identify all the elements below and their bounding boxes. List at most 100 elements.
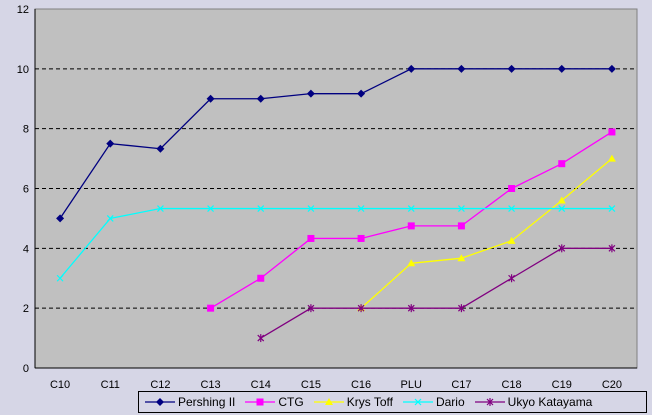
series-dario [56, 205, 616, 282]
x-tick-label: C13 [200, 379, 220, 390]
legend-swatch [313, 398, 344, 405]
y-tick-label: 10 [17, 64, 29, 76]
data-point [608, 244, 616, 253]
data-point [457, 205, 465, 212]
data-point [407, 222, 415, 230]
legend-marker [324, 398, 333, 405]
data-point [256, 94, 265, 103]
data-point [407, 64, 416, 73]
legend-swatch [474, 398, 505, 406]
series-ctg [207, 128, 616, 312]
data-point [507, 64, 516, 73]
x-tick-label: C19 [552, 379, 572, 390]
plot-area: 0 2 4 6 8 10 12 C10 C11 C12 C13 C14 C15 C16 PLU C17 C18 C… [17, 4, 638, 390]
series-krys-toff [357, 154, 616, 312]
data-point [457, 304, 465, 313]
marker-stroke [414, 398, 422, 406]
data-point [307, 234, 315, 242]
data-point [457, 254, 466, 262]
data-point [207, 304, 215, 312]
data-point [558, 244, 566, 253]
marker-stroke [407, 205, 415, 212]
x-tick-label: C16 [351, 379, 371, 390]
legend-marker [156, 398, 164, 406]
data-point [357, 205, 365, 212]
legend-item: Ukyo Katayama [474, 395, 593, 409]
legend-marker [414, 398, 422, 406]
data-point [106, 139, 115, 148]
data-point [307, 304, 315, 313]
data-point [156, 144, 165, 153]
marker-stroke [56, 274, 64, 282]
legend-item: CTG [245, 395, 304, 409]
data-point [407, 259, 416, 267]
series-line [59, 207, 612, 279]
x-tick-label: C17 [451, 379, 471, 390]
data-point [357, 304, 365, 313]
data-point [558, 205, 566, 212]
y-tick-label: 2 [23, 303, 29, 315]
data-point [257, 334, 265, 343]
y-tick-label: 0 [23, 363, 29, 375]
legend-swatch [402, 398, 433, 406]
data-point [357, 234, 365, 242]
data-point [56, 214, 65, 223]
data-point [207, 205, 215, 212]
data-point [407, 205, 415, 212]
data-point [457, 64, 466, 73]
legend-label: Ukyo Katayama [507, 395, 593, 409]
data-point [156, 205, 164, 212]
data-point [607, 64, 616, 73]
series-line [360, 158, 613, 309]
data-point [558, 160, 566, 168]
marker-stroke [106, 214, 114, 222]
data-point [608, 128, 616, 136]
x-tick-label: PLU [401, 379, 422, 390]
data-point [507, 236, 516, 244]
data-point [357, 89, 366, 98]
marker-stroke [608, 205, 616, 212]
data-point [508, 205, 516, 212]
marker-stroke [307, 205, 315, 212]
data-point [56, 274, 64, 282]
legend-label: CTG [278, 395, 304, 409]
marker-stroke [207, 205, 215, 212]
data-point [307, 205, 315, 212]
legend-label: Pershing II [178, 395, 236, 409]
x-tick-label: C20 [602, 379, 622, 390]
series-ukyo-katayama [257, 244, 616, 343]
marker-stroke [156, 205, 164, 212]
marker-stroke [257, 205, 265, 212]
x-tick-label: C12 [150, 379, 170, 390]
data-point [607, 154, 616, 162]
x-tick-label: C14 [251, 379, 271, 390]
legend-item: Krys Toff [313, 395, 393, 409]
data-point [206, 94, 215, 103]
data-point [557, 64, 566, 73]
data-point [608, 205, 616, 212]
series-line [59, 68, 612, 219]
y-tick-label: 8 [23, 124, 29, 136]
legend: Pershing II CTG Krys Toff Dario Ukyo Katayam… [138, 391, 647, 413]
legend-item: Dario [402, 395, 465, 409]
marker-stroke [508, 205, 516, 212]
legend-item: Pershing II [145, 395, 235, 409]
legend-label: Dario [435, 395, 465, 409]
data-point [457, 222, 465, 230]
data-point [407, 304, 415, 313]
legend-label: Krys Toff [346, 395, 393, 409]
series-pershing-ii [56, 64, 616, 223]
data-point [257, 205, 265, 212]
data-point [257, 274, 265, 282]
data-point [508, 185, 516, 192]
legend-swatch [245, 398, 276, 406]
series-line [260, 247, 612, 339]
data-point [557, 196, 566, 204]
x-tick-label: C15 [301, 379, 321, 390]
marker-stroke [457, 205, 465, 212]
marker-stroke [357, 205, 365, 212]
data-point [306, 89, 315, 98]
legend-marker [256, 398, 264, 406]
x-tick-label: C10 [50, 379, 70, 390]
